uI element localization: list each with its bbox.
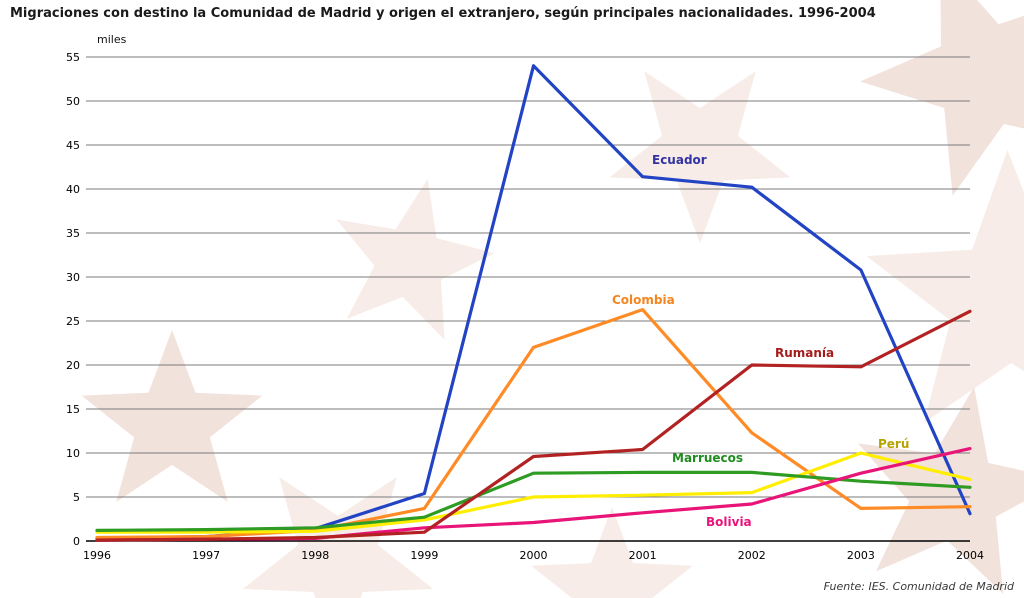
y-tick-label: 30	[66, 271, 80, 284]
star-watermark	[866, 150, 1024, 423]
y-tick-label: 20	[66, 359, 80, 372]
y-tick-label: 40	[66, 183, 80, 196]
series-label-ecuador: Ecuador	[652, 153, 707, 167]
star-watermark	[336, 178, 495, 340]
star-watermark	[81, 330, 263, 502]
y-tick-label: 45	[66, 139, 80, 152]
series-line-peru	[95, 451, 972, 534]
y-tick-label: 25	[66, 315, 80, 328]
star-watermark	[609, 71, 791, 243]
x-tick-label: 1998	[301, 549, 329, 562]
y-tick-label: 10	[66, 447, 80, 460]
series-line-ecuador	[95, 64, 972, 541]
series-label-rumania: Rumanía	[775, 346, 834, 360]
x-tick-label: 2004	[956, 549, 984, 562]
series-label-peru: Perú	[878, 437, 909, 451]
y-tick-label: 0	[73, 535, 80, 548]
x-tick-label: 1999	[410, 549, 438, 562]
series-line-rumania	[95, 309, 972, 542]
series-label-marruecos: Marruecos	[672, 451, 743, 465]
x-tick-label: 1997	[192, 549, 220, 562]
star-watermark	[857, 386, 1024, 594]
y-tick-label: 50	[66, 95, 80, 108]
y-axis-unit-label: miles	[97, 33, 127, 46]
star-watermark	[860, 0, 1024, 196]
x-tick-label: 2000	[520, 549, 548, 562]
y-tick-label: 35	[66, 227, 80, 240]
series-label-bolivia: Bolivia	[706, 515, 752, 529]
x-tick-label: 1996	[83, 549, 111, 562]
series-line-marruecos	[95, 470, 972, 533]
y-tick-label: 15	[66, 403, 80, 416]
source-note: Fuente: IES. Comunidad de Madrid	[823, 580, 1014, 593]
series-label-colombia: Colombia	[612, 293, 675, 307]
y-tick-label: 5	[73, 491, 80, 504]
series-line-colombia	[95, 308, 972, 540]
x-tick-label: 2001	[629, 549, 657, 562]
chart-title: Migraciones con destino la Comunidad de …	[10, 6, 876, 21]
y-tick-label: 55	[66, 51, 80, 64]
x-tick-label: 2003	[847, 549, 875, 562]
x-tick-label: 2002	[738, 549, 766, 562]
star-watermark	[531, 507, 693, 598]
